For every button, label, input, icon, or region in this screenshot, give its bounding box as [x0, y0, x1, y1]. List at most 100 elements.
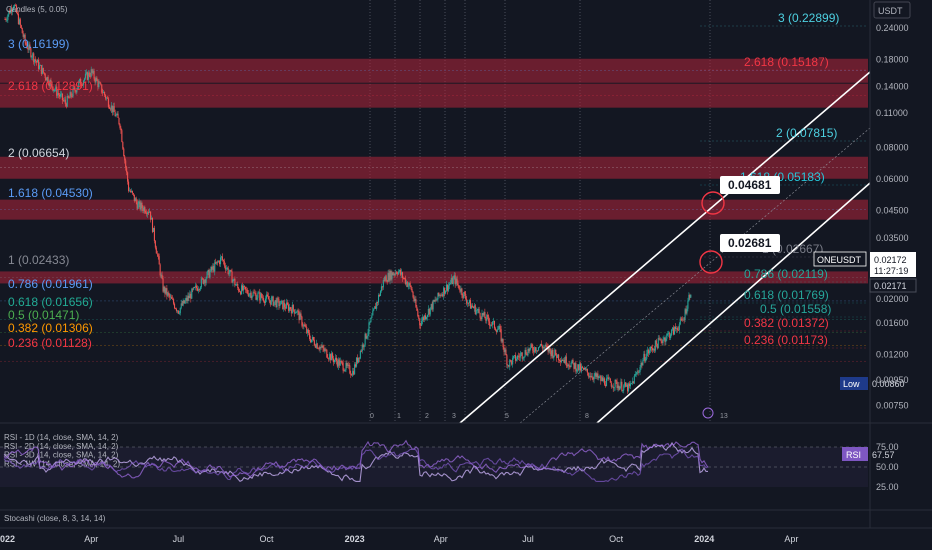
- candle-body: [299, 313, 301, 321]
- fib-left-label: 0.382 (0.01306): [8, 321, 93, 335]
- candle-body: [70, 92, 72, 97]
- time-axis-label: 2022: [0, 534, 15, 544]
- candle-body: [471, 305, 473, 307]
- candle-body: [349, 365, 351, 374]
- candle-body: [243, 285, 246, 287]
- candle-body: [9, 10, 11, 14]
- candle-body: [300, 313, 302, 317]
- candle-body: [229, 270, 231, 273]
- candle-body: [496, 329, 498, 332]
- event-marker-icon[interactable]: [702, 407, 714, 419]
- candle-body: [437, 292, 439, 300]
- candle-body: [15, 5, 18, 13]
- candle-body: [265, 294, 268, 299]
- rsi-legend: RSI - 3D (14, close, SMA, 14, 2): [4, 451, 119, 460]
- fib-left-label: 3 (0.16199): [8, 37, 69, 51]
- target-circle[interactable]: [699, 250, 723, 274]
- candle-body: [270, 298, 272, 305]
- candle-body: [519, 354, 521, 358]
- time-axis-label: 2023: [345, 534, 365, 544]
- candle-body: [578, 364, 580, 371]
- price-channel[interactable]: [459, 71, 871, 424]
- candle-body: [580, 363, 582, 371]
- candle-body: [628, 383, 631, 387]
- candle-body: [125, 160, 127, 168]
- symbol-tag-label: ONEUSDT: [817, 255, 862, 265]
- candle-body: [350, 373, 352, 375]
- candle-body: [595, 373, 597, 377]
- candle-body: [555, 349, 557, 356]
- candle-body: [186, 297, 188, 301]
- channel-upper-line[interactable]: [459, 71, 871, 424]
- candle-body: [400, 272, 403, 275]
- candle-body: [184, 300, 186, 304]
- rsi-legend: RSI - 2D (14, close, SMA, 14, 2): [4, 442, 119, 451]
- candle-body: [423, 315, 426, 320]
- rsi-line: [3, 441, 708, 482]
- candle-body: [662, 339, 664, 344]
- candle-body: [549, 347, 551, 351]
- candle-body: [69, 92, 71, 98]
- time-axis-label: Jul: [173, 534, 185, 544]
- time-axis: 2022 Apr Jul Oct 2023 Apr Jul Oct 2024 Apr: [0, 534, 798, 544]
- candle-body: [476, 310, 478, 311]
- candle-body: [262, 297, 264, 299]
- candle-body: [481, 313, 483, 320]
- candle-body: [10, 8, 12, 14]
- candle-body: [266, 294, 268, 297]
- candle-body: [276, 298, 278, 308]
- candles[interactable]: [4, 3, 692, 394]
- candle-body: [258, 292, 260, 294]
- candle-body: [143, 207, 145, 211]
- candle-body: [451, 277, 453, 285]
- candle-body: [240, 291, 242, 295]
- candle-body: [416, 306, 418, 311]
- candle-body: [167, 292, 169, 296]
- candle-body: [505, 349, 507, 356]
- target-circle[interactable]: [701, 191, 725, 215]
- candle-body: [477, 309, 479, 311]
- candle-body: [129, 190, 132, 192]
- candle-body: [319, 346, 321, 350]
- candle-body: [510, 359, 512, 361]
- candle-body: [605, 378, 608, 387]
- candle-body: [638, 372, 640, 373]
- wave-labels: 0.04681 0.02681 0 1 2 3 5 8 13 Low 0.00860: [370, 176, 905, 420]
- candle-body: [390, 271, 392, 280]
- rsi-line: [3, 439, 709, 479]
- candle-body: [172, 298, 174, 300]
- candle-body: [43, 72, 45, 75]
- rsi-pane[interactable]: 75.00 50.00 25.00 RSI - 1D (14, close, SMA,…: [0, 433, 899, 492]
- time-axis-label: 2024: [694, 534, 714, 544]
- rsi-legend: RSI - 1W (14, close, SMA, 14, 2): [4, 459, 120, 468]
- candle-body: [245, 289, 247, 291]
- candle-body: [251, 296, 253, 299]
- candle-body: [303, 324, 305, 327]
- candle-body: [480, 317, 482, 320]
- candle-body: [11, 8, 13, 12]
- candle-body: [248, 294, 250, 297]
- candle-body: [340, 361, 342, 362]
- low-label: Low: [843, 379, 860, 389]
- candle-body: [566, 365, 568, 367]
- candle-body: [102, 92, 104, 94]
- candle-body: [54, 89, 56, 91]
- candle-body: [18, 19, 20, 24]
- rsi-tick-label: 75.00: [876, 442, 899, 452]
- candle-body: [445, 290, 447, 294]
- candle-body: [185, 297, 187, 301]
- candle-body: [16, 12, 19, 14]
- candle-body: [466, 299, 468, 304]
- stoch-legend: Stocashi (close, 8, 3, 14, 14): [4, 514, 106, 523]
- candle-body: [136, 202, 138, 209]
- candle-body: [577, 364, 579, 370]
- channel-lower-line[interactable]: [596, 182, 871, 424]
- candle-body: [526, 354, 528, 356]
- candle-body: [514, 355, 517, 361]
- currency-box[interactable]: [873, 1, 911, 19]
- candle-body: [352, 371, 354, 376]
- candle-body: [199, 287, 201, 290]
- candle-body: [105, 95, 107, 99]
- candle-body: [494, 328, 496, 331]
